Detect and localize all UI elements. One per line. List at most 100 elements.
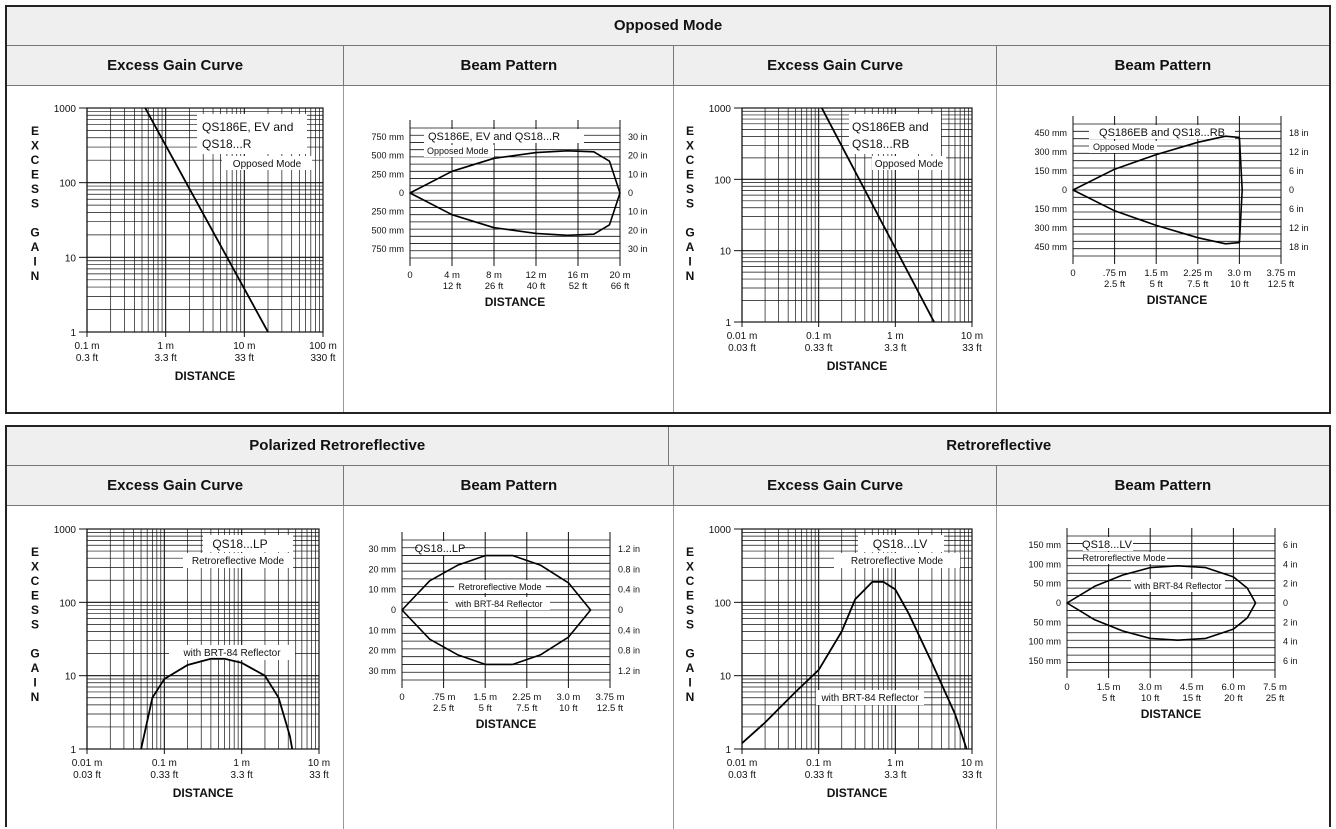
y-tick-label-right: 0	[618, 605, 623, 615]
excess-gain-chart: 1000 100 10 1 0.01 m0.03 ft 0.1 m0.33 ft 1 m3.…	[686, 104, 984, 373]
x-tick-label: 12.5 ft	[1268, 279, 1295, 290]
y-tick-label: 100	[59, 598, 76, 609]
x-tick-label: 10 m	[961, 758, 983, 769]
y-tick-label-left: 30 mm	[369, 666, 397, 676]
chart-cell: 1000 100 10 1 0.01 m 0.03 ft 0.1 m 0.33 ft 1 m 3.…	[673, 86, 995, 412]
y-tick-label-left: 150 mm	[1028, 540, 1061, 550]
x-tick-label: 3.3 ft	[155, 353, 177, 364]
annotation-box	[816, 690, 925, 705]
annotation-box	[454, 580, 547, 593]
excess-gain-chart: 1000 100 10 1 0.1 m0.3 ft 1 m3.3 ft 10 m33 ft 1…	[30, 104, 337, 383]
x-tick-label: 1 m	[887, 758, 904, 769]
y-tick-label-left: 0	[1062, 185, 1067, 195]
x-tick-label: 15 ft	[1182, 693, 1201, 704]
beam-pattern-chart: 30 mm 1.2 in 20 mm 0.8 in 10 mm 0.4 in 0 0 10 mm…	[369, 532, 640, 731]
y-axis-label-letter: S	[31, 197, 39, 211]
y-axis-label-letter: I	[33, 255, 36, 269]
y-tick-label-left: 20 mm	[369, 564, 397, 574]
chart-cell: 1000 100 10 1 0.01 m 0.03 ft 0.1 m 0.33 ft 1 m 3.…	[673, 506, 995, 829]
annotation-label: Opposed Mode	[1093, 142, 1155, 152]
retroreflective-table: Polarized Retroreflective Retroreflectiv…	[5, 425, 1331, 829]
excess-gain-chart: 1000 100 10 1 0.01 m0.03 ft 0.1 m0.33 ft 1 m3.…	[686, 525, 984, 800]
annotation-box	[1088, 125, 1235, 139]
y-tick-label-left: 20 mm	[369, 646, 397, 656]
y-axis-label-letter: G	[686, 647, 695, 661]
y-axis-label-letter: A	[31, 661, 40, 675]
excess-gain-curve	[144, 107, 269, 333]
x-tick-label: 3.0 m	[1227, 268, 1251, 279]
y-tick-label-left: 100 mm	[1028, 559, 1061, 569]
annotation-label: QS18...RB	[852, 137, 909, 151]
column-header-excess-gain-1: Excess Gain Curve	[107, 57, 244, 74]
y-tick-label-right: 4 in	[1283, 559, 1298, 569]
y-axis-label-letter: A	[31, 240, 40, 254]
y-axis-label-letter: G	[30, 647, 39, 661]
y-tick-label-right: 30 in	[628, 244, 648, 254]
y-tick-label-left: 0	[1056, 598, 1061, 608]
chart-row-top: 1000 100 10 1 0.1 m 0.3 ft 1 m 3.3 ft 10 m 33 ft 1…	[7, 86, 1329, 412]
annotation-box	[424, 129, 585, 143]
x-tick-label: 330 ft	[310, 353, 335, 364]
x-tick-label: 0	[408, 270, 413, 281]
column-header-row: Excess Gain Curve Beam Pattern Excess Ga…	[7, 466, 1329, 506]
y-tick-label-left: 100 mm	[1028, 637, 1061, 647]
y-tick-label-left: 500 mm	[372, 151, 405, 161]
x-tick-label: 26 ft	[485, 281, 504, 292]
x-tick-label: 52 ft	[569, 281, 588, 292]
x-tick-label: 2.5 ft	[1104, 279, 1125, 290]
excess-gain-curve	[741, 581, 968, 750]
beam-pattern-chart: 150 mm 6 in 100 mm 4 in 50 mm 2 in 0 0 50 mm 2 in…	[1028, 528, 1298, 721]
y-axis-label-letter: I	[689, 676, 692, 690]
y-axis-label-letter: X	[31, 139, 39, 153]
x-axis-label: DISTANCE	[827, 786, 887, 800]
plot-frame	[86, 528, 320, 750]
y-tick-label-right: 20 in	[628, 225, 648, 235]
x-tick-label: 2.5 ft	[433, 703, 454, 714]
y-tick-label: 1000	[54, 525, 77, 536]
x-tick-label: 33 ft	[963, 343, 983, 354]
x-tick-label: 8 m	[486, 270, 502, 281]
x-tick-label: 7.5 ft	[516, 703, 537, 714]
y-tick-label-left: 750 mm	[372, 244, 405, 254]
x-tick-label: 1.5 m	[1096, 682, 1120, 693]
section-title-opposed-mode: Opposed Mode	[613, 17, 723, 34]
x-tick-label: 1.5 m	[1144, 268, 1168, 279]
x-tick-label: 2.25 m	[513, 692, 542, 703]
y-axis-label-letter: S	[686, 197, 694, 211]
x-tick-label: 0.03 ft	[73, 770, 101, 781]
annotation-box	[1082, 552, 1167, 564]
y-axis-label-letter: A	[686, 240, 695, 254]
x-tick-label: 1 m	[887, 331, 904, 342]
chart-cell: 750 mm 30 in 500 mm 20 in 250 mm 10 in 0 0 250 m…	[343, 86, 673, 412]
x-tick-label: 0	[1070, 268, 1075, 279]
beam-pattern-curve	[1071, 135, 1243, 245]
x-tick-label: 0.01 m	[727, 758, 758, 769]
annotation-box	[1088, 141, 1157, 153]
x-axis-label: DISTANCE	[1141, 707, 1201, 721]
y-tick-label-right: 12 in	[1289, 147, 1309, 157]
x-tick-label: 7.5 ft	[1187, 279, 1208, 290]
y-axis-label-letter: N	[686, 690, 695, 704]
y-axis-label-letter: G	[686, 226, 695, 240]
x-tick-label: 1 m	[233, 758, 250, 769]
annotation-label: Opposed Mode	[875, 159, 944, 170]
section-title-retroreflective: Retroreflective	[667, 427, 1330, 465]
annotation-box	[872, 156, 947, 170]
annotation-label: Retroreflective Mode	[459, 582, 542, 592]
y-tick-label-right: 2 in	[1283, 617, 1298, 627]
annotation-box	[448, 597, 551, 610]
x-tick-label: 4.5 m	[1180, 682, 1204, 693]
y-tick-label-right: 4 in	[1283, 637, 1298, 647]
annotation-label: QS18...LV	[873, 537, 927, 551]
y-axis-label-letter: X	[31, 560, 39, 574]
y-axis-label-letter: A	[686, 661, 695, 675]
annotation-label: Retroreflective Mode	[1082, 553, 1165, 563]
annotation-box	[858, 535, 945, 552]
column-header-row: Excess Gain Curve Beam Pattern Excess Ga…	[7, 46, 1329, 86]
y-tick-label: 100	[59, 179, 76, 190]
chart-row-bottom: 1000 100 10 1 0.01 m 0.03 ft 0.1 m 0.33 ft 1 m 3.…	[7, 506, 1329, 829]
x-tick-label: 5 ft	[1102, 693, 1116, 704]
y-tick-label-left: 250 mm	[372, 207, 405, 217]
x-tick-label: 12 m	[526, 270, 547, 281]
y-axis-label-letter: E	[686, 589, 694, 603]
